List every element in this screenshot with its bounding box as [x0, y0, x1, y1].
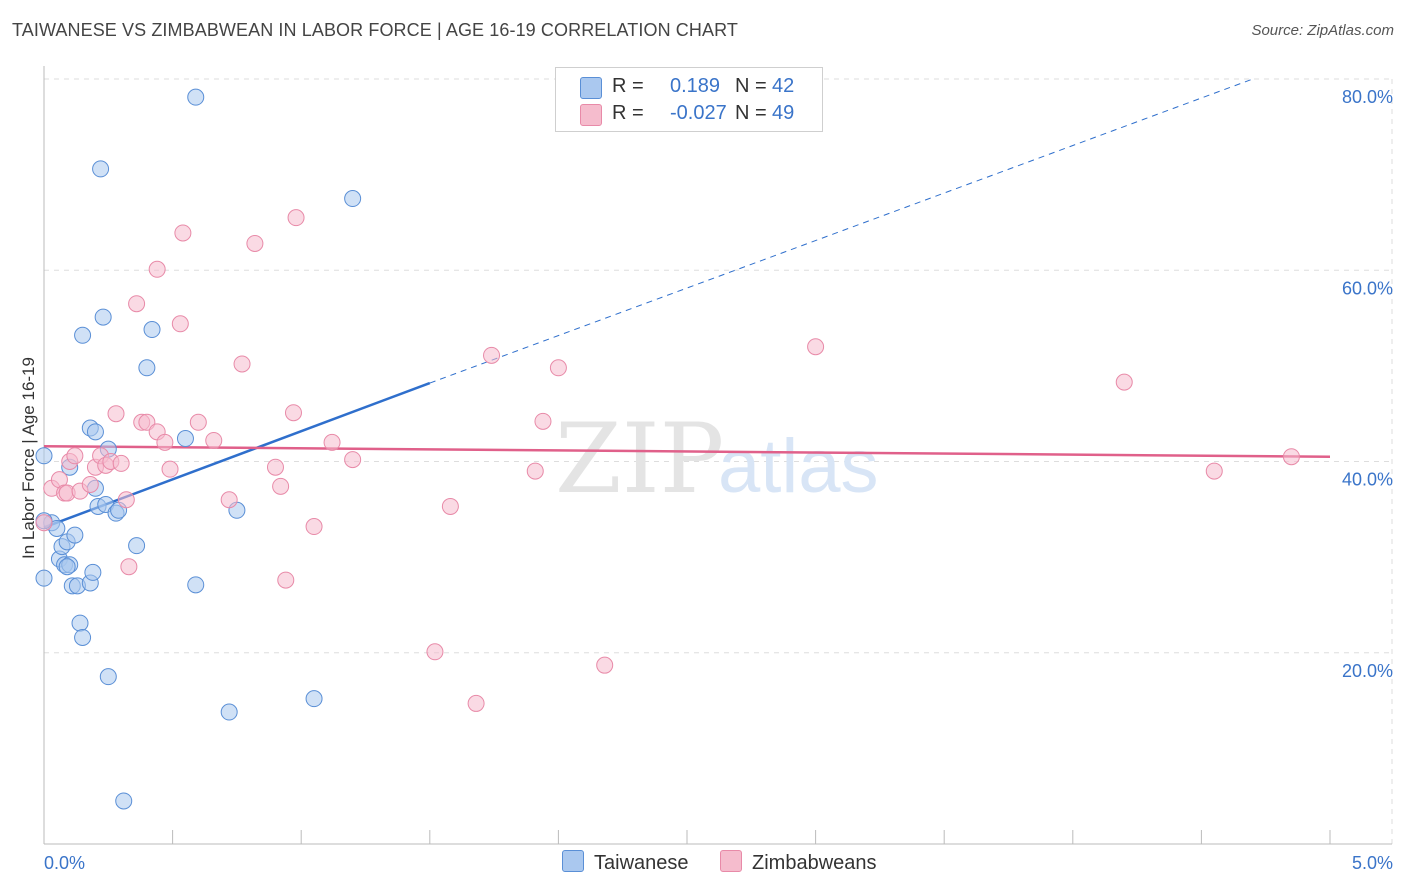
zimbabwean-point — [807, 338, 825, 356]
legend-r-label: R = — [612, 102, 644, 124]
taiwanese-point — [138, 359, 156, 377]
zimbabwean-point — [246, 234, 264, 252]
zimbabwean-point — [107, 405, 125, 423]
taiwanese-point — [74, 628, 92, 646]
chart-title: TAIWANESE VS ZIMBABWEAN IN LABOR FORCE |… — [12, 20, 738, 40]
zimbabwean-swatch — [580, 104, 602, 126]
zimbabwean-point — [120, 558, 138, 576]
bottom-legend-label: Taiwanese — [594, 852, 689, 874]
x-tick-label-left: 0.0% — [44, 853, 85, 873]
zimbabwean-point — [112, 454, 130, 472]
zimbabwean-point — [344, 451, 362, 469]
zimbabwean-point — [266, 458, 284, 476]
bottom-legend-taiwanese: Taiwanese — [562, 850, 689, 875]
zimbabwean-point — [66, 447, 84, 465]
watermark-zip: ZIP — [555, 403, 724, 515]
zimbabwean-point — [189, 413, 207, 431]
taiwanese-point — [176, 430, 194, 448]
y-tick-label: 40.0% — [1342, 470, 1393, 490]
taiwanese-point — [86, 423, 104, 441]
zimbabwean-point — [1205, 462, 1223, 480]
taiwanese-point — [305, 690, 323, 708]
tick-labels: 20.0% 40.0% 60.0% 80.0% 0.0% 5.0% — [44, 87, 1393, 873]
legend-n-label: N = — [735, 75, 767, 97]
zimbabwean-trend-line — [43, 444, 1331, 458]
legend-n-label: N = — [735, 102, 767, 124]
taiwanese-point — [71, 614, 89, 632]
legend-r-label: R = — [612, 75, 644, 97]
taiwanese-point — [74, 326, 92, 344]
taiwanese-point — [84, 563, 102, 581]
zimbabwean-point — [287, 209, 305, 227]
taiwanese-point — [143, 321, 161, 339]
taiwanese-point — [94, 308, 112, 326]
zimbabwean-point — [441, 497, 459, 515]
zimbabwean-point — [272, 477, 290, 495]
x-tick-label-right: 5.0% — [1352, 853, 1393, 873]
zimbabwean-point — [549, 359, 567, 377]
taiwanese-point — [66, 526, 84, 544]
zimbabwean-point — [171, 315, 189, 333]
source-label: Source: ZipAtlas.com — [1251, 22, 1394, 39]
zimbabwean-point — [148, 260, 166, 278]
bottom-legend-label: Zimbabweans — [752, 852, 877, 874]
taiwanese-point — [58, 558, 76, 576]
zimbabwean-point — [426, 643, 444, 661]
zimbabwean-point — [483, 346, 501, 364]
zimbabwean-point — [128, 295, 146, 313]
taiwanese-point — [35, 447, 53, 465]
y-tick-label: 20.0% — [1342, 661, 1393, 681]
zimbabwean-point — [1115, 373, 1133, 391]
zimbabwean-point — [233, 355, 251, 373]
taiwanese-point — [344, 190, 362, 208]
taiwanese-point — [220, 703, 238, 721]
zimbabwean-point — [220, 491, 238, 509]
zimbabwean-point — [305, 518, 323, 536]
legend-n-value: 49 — [772, 102, 795, 124]
zimbabwean-point — [117, 491, 135, 509]
zimbabwean-point — [156, 433, 174, 451]
y-tick-label: 60.0% — [1342, 278, 1393, 298]
taiwanese-swatch — [562, 850, 584, 872]
taiwanese-point — [187, 576, 205, 594]
zimbabwean-point — [81, 475, 99, 493]
watermark-atlas: atlas — [718, 424, 879, 509]
legend-r-value: 0.189 — [670, 75, 721, 97]
gridlines — [44, 78, 1393, 844]
zimbabwean-point — [467, 694, 485, 712]
taiwanese-point — [115, 792, 133, 810]
legend-r-value: -0.027 — [670, 102, 727, 124]
correlation-legend: R = 0.189 N = 42 R = -0.027 N = 49 — [555, 67, 823, 132]
taiwanese-trend-extension — [429, 78, 1254, 384]
taiwanese-point — [128, 537, 146, 555]
zimbabwean-point — [1282, 448, 1300, 466]
zimbabwean-point — [284, 404, 302, 422]
y-axis-label: In Labor Force | Age 16-19 — [19, 357, 38, 559]
zimbabwean-point — [161, 460, 179, 478]
zimbabwean-point — [596, 656, 614, 674]
zimbabwean-point — [277, 571, 295, 589]
taiwanese-point — [92, 160, 110, 178]
y-tick-label: 80.0% — [1342, 87, 1393, 107]
taiwanese-point — [99, 668, 117, 686]
taiwanese-swatch — [580, 77, 602, 99]
zimbabwean-point — [174, 224, 192, 242]
taiwanese-point — [187, 88, 205, 106]
zimbabwean-point — [205, 431, 223, 449]
zimbabwean-point — [534, 412, 552, 430]
data-points — [35, 88, 1300, 810]
zimbabwean-swatch — [720, 850, 742, 872]
taiwanese-point — [35, 569, 53, 587]
bottom-legend-zimbabwean: Zimbabweans — [720, 850, 877, 875]
zimbabwean-point — [35, 514, 53, 532]
legend-n-value: 42 — [772, 75, 795, 97]
zimbabwean-point — [323, 433, 341, 451]
zimbabwean-point — [526, 462, 544, 480]
